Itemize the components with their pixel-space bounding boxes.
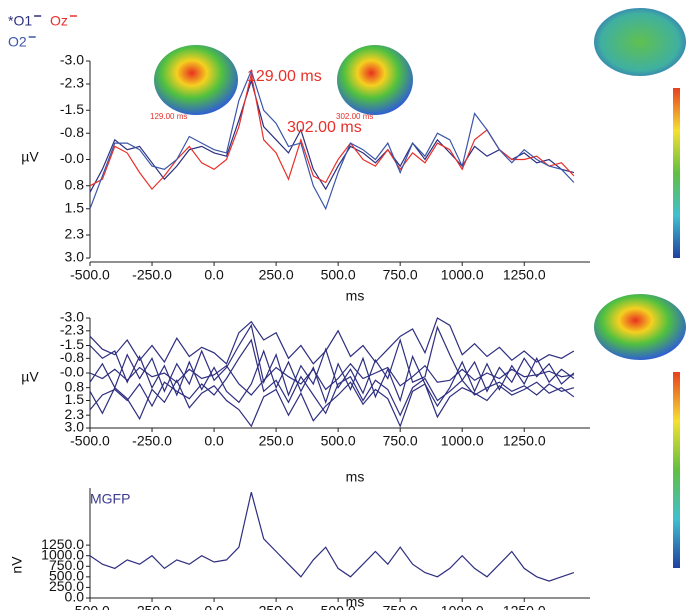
annotation: 129.00 ms: [247, 68, 322, 85]
x-tick-label: 1000.0: [441, 267, 484, 283]
x-tick-label: 750.0: [383, 603, 418, 610]
x-tick-label: 1250.0: [503, 433, 546, 449]
y-axis-label: µV: [21, 149, 39, 165]
y-tick-label: 1250.0: [41, 536, 84, 552]
x-axis-label: ms: [346, 594, 365, 610]
series-line: [89, 345, 575, 408]
y-tick-label: -2.3: [60, 322, 84, 338]
y-tick-label: 500.0: [49, 568, 84, 584]
series-line: [89, 362, 574, 396]
series-line: [89, 317, 575, 365]
legend-label: O2: [8, 34, 27, 50]
y-tick-label: -3.0: [60, 52, 84, 68]
y-tick-label: -0.0: [60, 364, 84, 380]
x-tick-label: -250.0: [132, 267, 172, 283]
x-tick-label: 750.0: [383, 433, 418, 449]
y-tick-label: 250.0: [49, 578, 84, 594]
topomap: [337, 45, 413, 115]
series-line: [89, 492, 575, 582]
x-tick-label: 250.0: [259, 433, 294, 449]
x-tick-label: 500.0: [321, 433, 356, 449]
series-line: [89, 78, 575, 193]
x-tick-label: 500.0: [321, 267, 356, 283]
y-tick-label: -0.0: [60, 150, 84, 166]
x-axis-label: ms: [346, 288, 365, 304]
y-tick-label: -0.8: [60, 349, 84, 365]
x-tick-label: 0.0: [204, 267, 224, 283]
x-tick-label: -500.0: [70, 603, 110, 610]
x-tick-label: 250.0: [259, 603, 294, 610]
series-line: [89, 378, 575, 428]
series-label: MGFP: [90, 491, 130, 507]
y-tick-label: -1.5: [60, 336, 84, 352]
x-tick-label: 1250.0: [503, 267, 546, 283]
y-tick-label: 2.3: [65, 226, 85, 242]
y-tick-label: 750.0: [49, 557, 84, 573]
topomap: [594, 8, 686, 76]
x-tick-label: 1250.0: [503, 603, 546, 610]
topomap: [594, 294, 686, 360]
x-tick-label: 0.0: [204, 603, 224, 610]
x-tick-label: -250.0: [132, 433, 172, 449]
color-bar: [673, 372, 680, 568]
legend-label: *O1: [8, 13, 32, 29]
annotation: 302.00 ms: [287, 119, 362, 136]
series-line: [89, 338, 575, 417]
annotation: 129.00 ms: [150, 112, 187, 121]
y-tick-label: -1.5: [60, 101, 84, 117]
y-tick-label: 1.5: [65, 391, 85, 407]
x-tick-label: 0.0: [204, 433, 224, 449]
x-tick-label: 250.0: [259, 267, 294, 283]
topomap: [154, 45, 238, 115]
y-tick-label: 3.0: [65, 419, 85, 435]
y-tick-label: -2.3: [60, 75, 84, 91]
y-tick-label: 2.3: [65, 406, 85, 422]
y-tick-label: 1.5: [65, 199, 85, 215]
y-tick-label: -3.0: [60, 309, 84, 325]
y-axis-label: nV: [9, 556, 25, 574]
y-tick-label: -0.8: [60, 124, 84, 140]
x-tick-label: -250.0: [132, 603, 172, 610]
y-tick-label: 3.0: [65, 249, 85, 265]
color-bar: [673, 88, 680, 258]
x-tick-label: -500.0: [70, 433, 110, 449]
legend-label: Oz: [50, 13, 68, 29]
x-tick-label: -500.0: [70, 267, 110, 283]
y-tick-label: 0.0: [65, 589, 85, 605]
x-tick-label: 750.0: [383, 267, 418, 283]
x-axis-label: ms: [346, 469, 365, 485]
x-tick-label: 1000.0: [441, 433, 484, 449]
y-tick-label: 0.8: [65, 176, 85, 192]
y-tick-label: 0.8: [65, 378, 85, 394]
y-axis-label: µV: [21, 369, 39, 385]
series-line: [89, 69, 575, 211]
x-tick-label: 1000.0: [441, 603, 484, 610]
annotation: 302.00 ms: [336, 112, 373, 121]
y-tick-label: 1000.0: [41, 546, 84, 562]
